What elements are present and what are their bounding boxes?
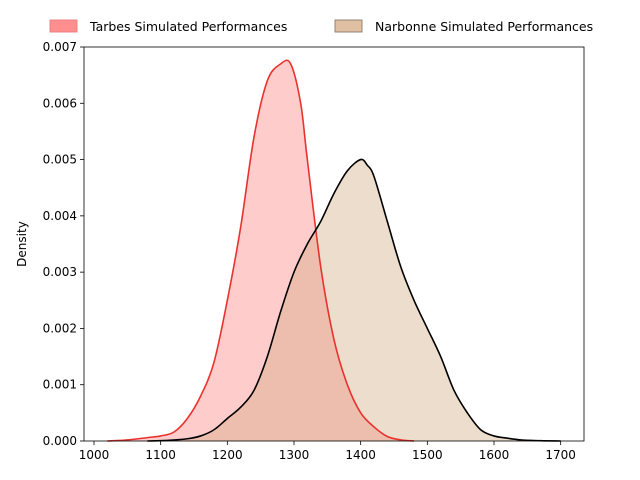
density-fills	[107, 60, 561, 441]
x-tick-label: 1300	[279, 448, 310, 462]
density-lines	[107, 59, 561, 442]
y-tick-label: 0.000	[43, 434, 77, 448]
x-tick-label: 1200	[212, 448, 243, 462]
density-area-series-0	[107, 60, 414, 441]
y-tick-label: 0.007	[43, 40, 77, 54]
x-tick-label: 1400	[345, 448, 376, 462]
density-area-series-1	[147, 159, 561, 441]
density-line-series-0	[107, 59, 415, 442]
legend-swatch-0	[49, 19, 78, 33]
x-tick-label: 1000	[79, 448, 110, 462]
y-tick-label: 0.004	[43, 209, 77, 223]
y-tick-label: 0.001	[43, 378, 77, 392]
legend: Tarbes Simulated Performances Narbonne Si…	[49, 19, 593, 34]
x-tick-label: 1700	[545, 448, 576, 462]
density-line-series-1	[147, 158, 561, 442]
y-axis-label: Density	[15, 221, 29, 267]
x-tick-label: 1600	[479, 448, 510, 462]
x-tick-label: 1500	[412, 448, 443, 462]
y-tick-label: 0.002	[43, 321, 77, 335]
legend-label-0: Tarbes Simulated Performances	[89, 19, 287, 34]
legend-swatch-1	[334, 19, 363, 33]
y-axis: 0.000 0.001 0.002 0.003 0.004 0.005 0.006 0.007	[43, 40, 84, 448]
legend-label-1: Narbonne Simulated Performances	[375, 19, 593, 34]
x-tick-label: 1100	[145, 448, 176, 462]
y-tick-label: 0.006	[43, 96, 77, 110]
y-tick-label: 0.005	[43, 153, 77, 167]
plot-frame	[83, 46, 585, 442]
x-axis: 1000 1100 1200 1300 1400 1500 1600 1700	[79, 441, 576, 462]
y-tick-label: 0.003	[43, 265, 77, 279]
